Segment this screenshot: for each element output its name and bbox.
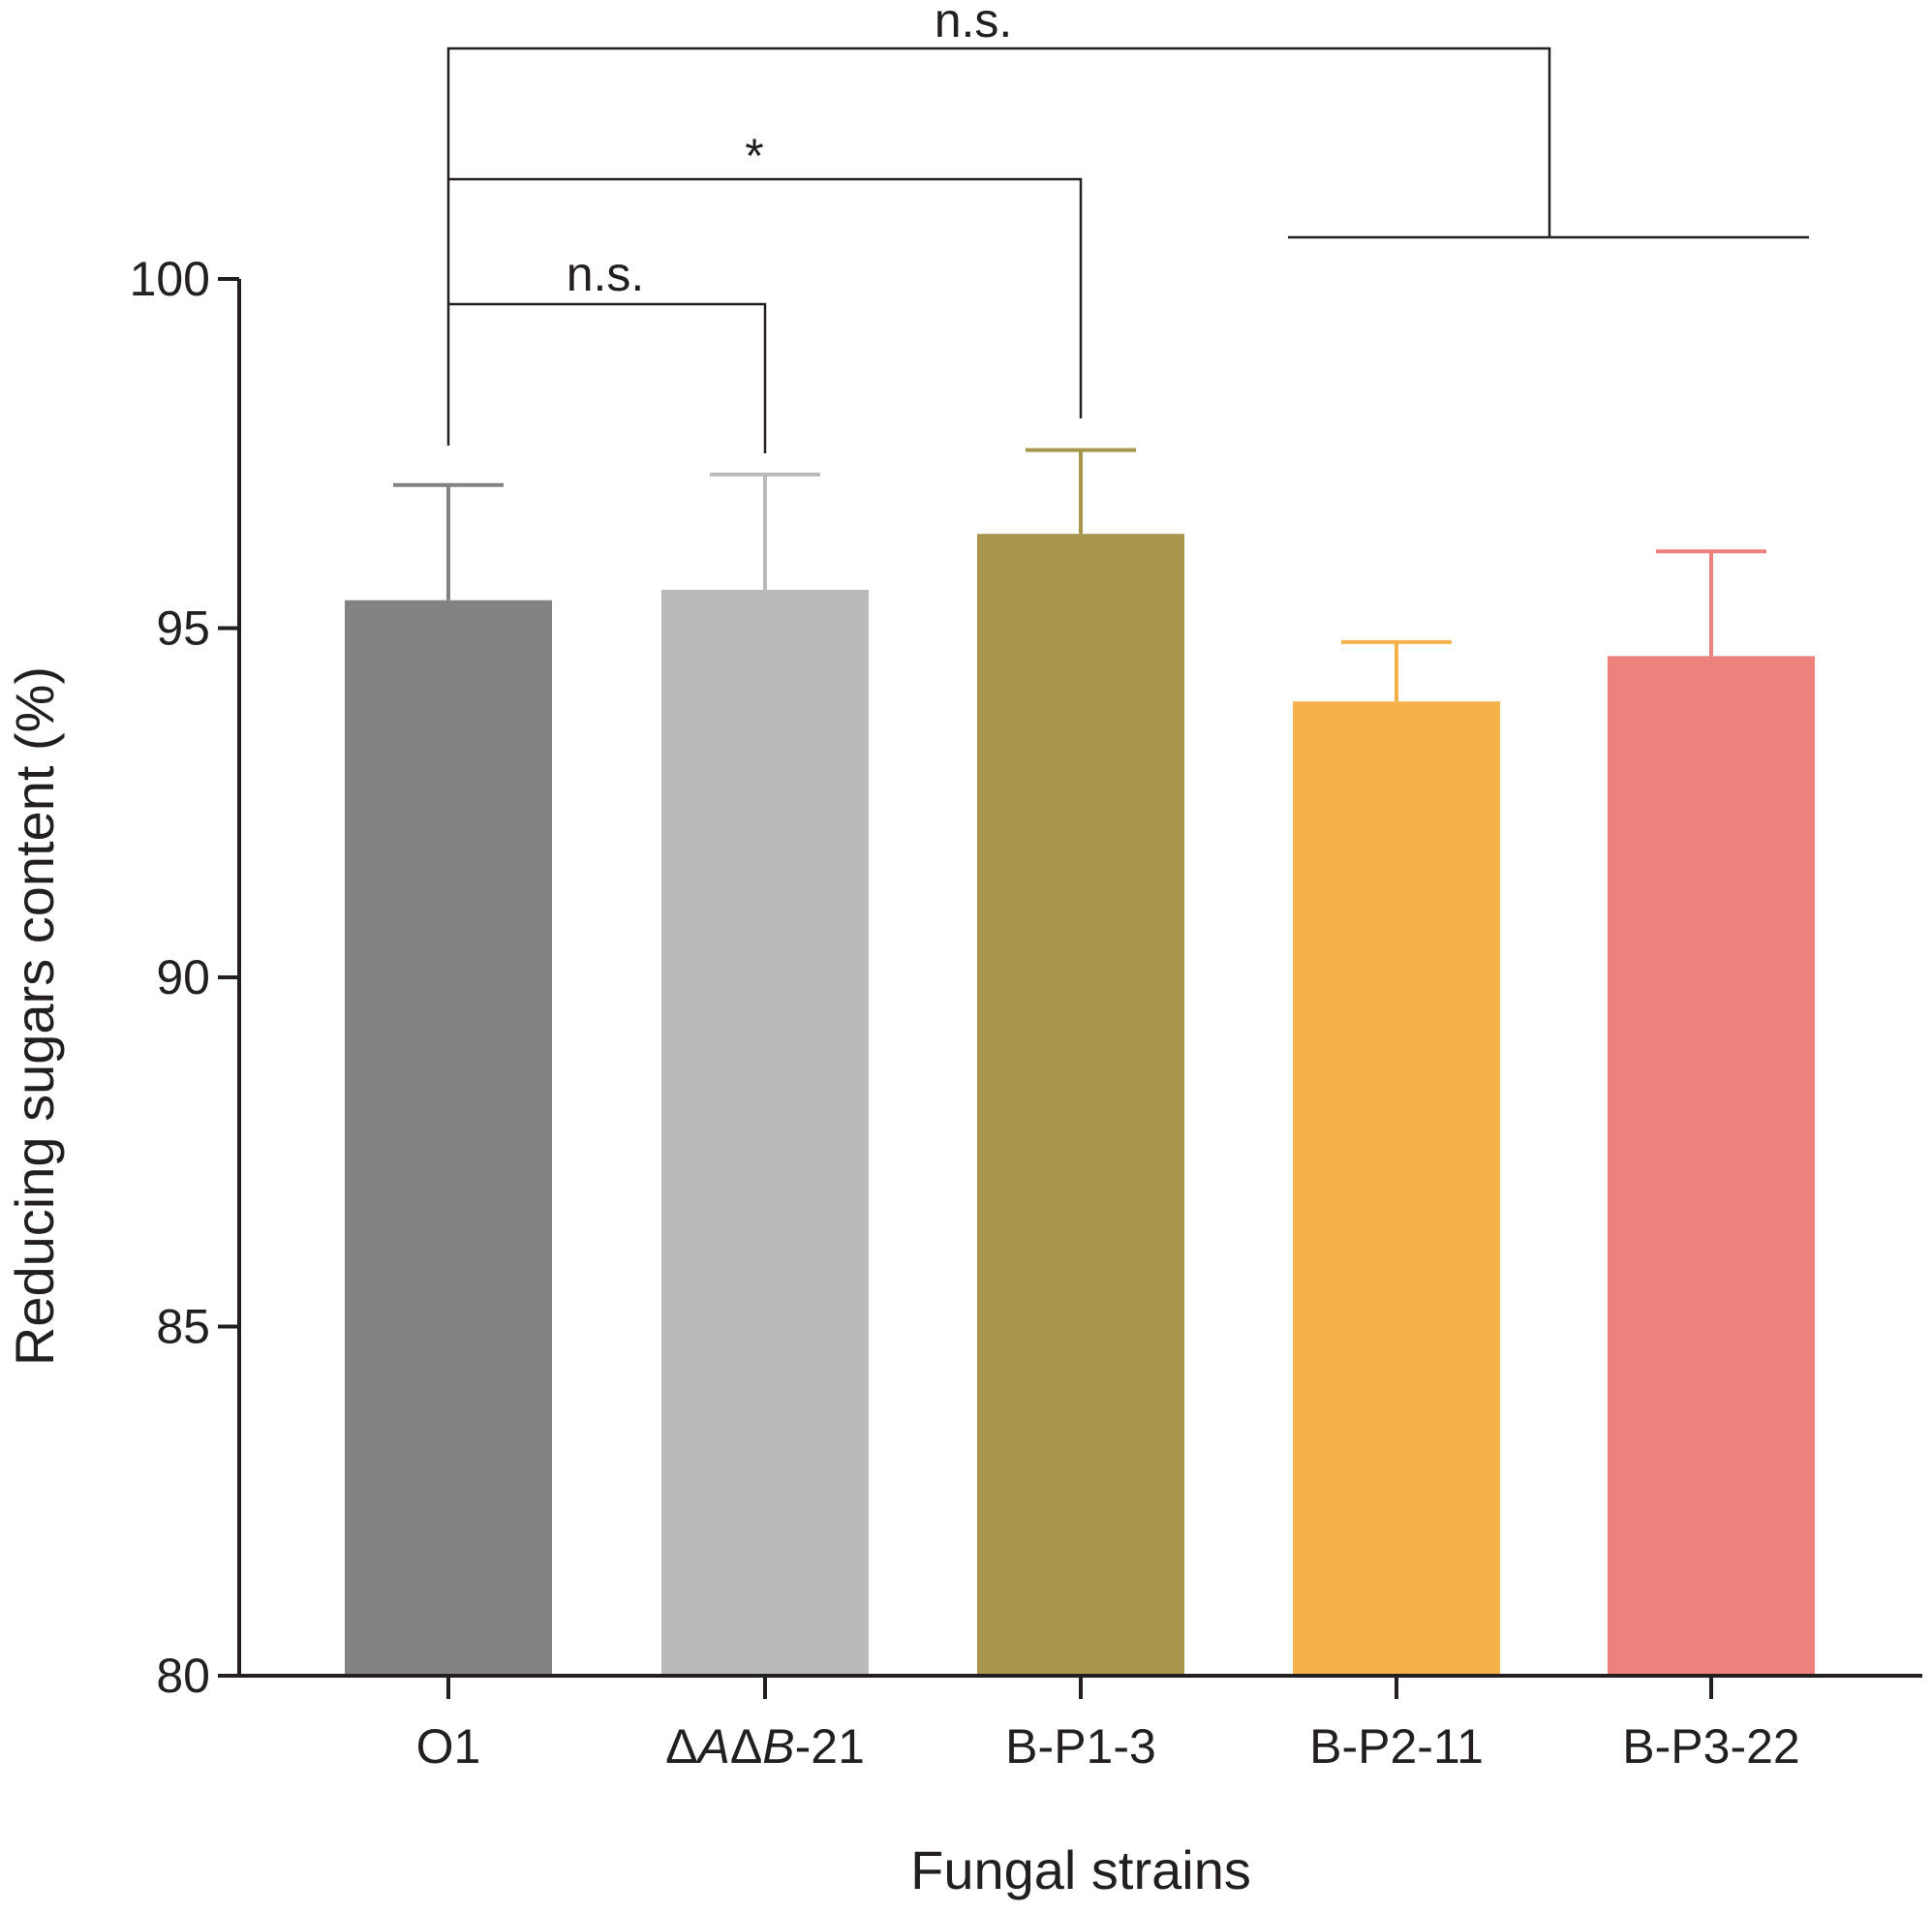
significance-bracket [446,46,1551,237]
significance-label: * [745,129,763,183]
y-tick-label: 80 [156,1649,210,1703]
y-tick-label: 85 [156,1300,210,1354]
bar [345,600,552,1677]
y-tick-label: 90 [156,950,210,1004]
x-tick-label: O1 [416,1719,481,1774]
significance-label: n.s. [567,247,645,301]
significance-label: n.s. [935,0,1013,47]
significance-bracket [446,302,767,453]
x-tick-label: B-P2-11 [1309,1719,1484,1774]
significance-bracket [446,177,1083,418]
bar [1608,656,1815,1676]
y-tick-label: 95 [156,602,210,656]
x-tick-label: ΔAΔB-21 [665,1719,865,1774]
y-axis-ticks: 80 85 90 95 100 [130,252,239,1703]
bar [661,589,869,1676]
significance-brackets: n.s. * n.s. [446,0,1809,453]
x-tick-label: B-P1-3 [1005,1719,1156,1774]
y-axis-title: Reducing sugars content (%) [4,666,65,1366]
x-axis-title: Fungal strains [910,1839,1251,1900]
x-axis-ticks: O1 ΔAΔB-21 B-P1-3 B-P2-11 B-P3-22 [416,1676,1800,1774]
x-tick-label: B-P3-22 [1622,1719,1799,1774]
bars [345,534,1815,1677]
bar [1293,701,1500,1676]
bar [977,534,1184,1676]
y-tick-label: 100 [130,252,210,306]
error-bars [393,448,1766,702]
